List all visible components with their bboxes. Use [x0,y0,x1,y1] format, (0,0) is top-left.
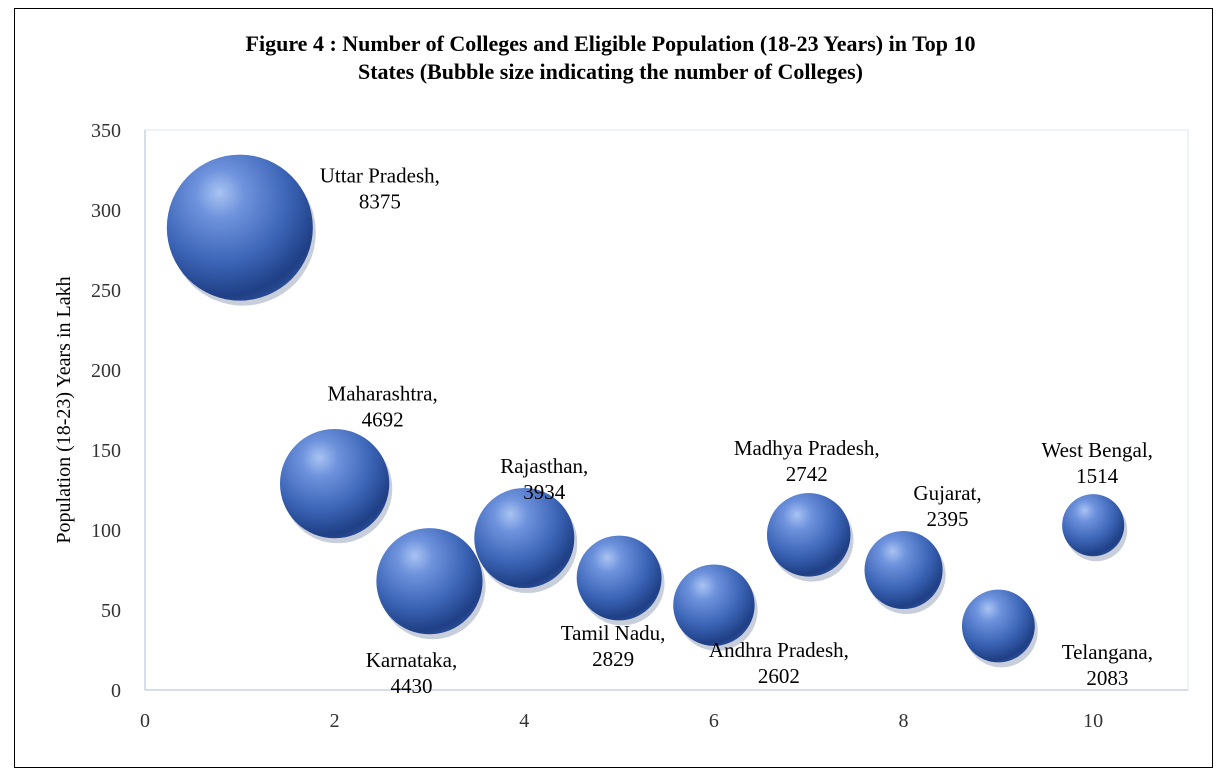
bubble-label-colleges: 3934 [523,480,566,504]
y-tick-label: 200 [91,360,121,382]
bubble-label-colleges: 2395 [927,507,969,531]
bubble-label-colleges: 2742 [786,462,828,486]
bubble-label-colleges: 2829 [592,647,634,671]
bubble-label-colleges: 8375 [359,190,401,214]
x-tick-label: 6 [709,710,719,732]
bubble-andhra-pradesh [673,564,755,646]
y-tick-label: 50 [101,600,121,622]
bubble-label-state: Telangana, [1062,640,1153,664]
bubble-uttar-pradesh [166,154,313,301]
bubble-label: Telangana, 2083 [1062,640,1153,690]
bubble-label-colleges: 2083 [1086,666,1128,690]
bubble-label-state: Karnataka, [366,648,458,672]
bubble-west-bengal [1062,494,1125,557]
bubble-label: Gujarat, 2395 [913,481,981,531]
bubble-label-colleges: 2602 [758,664,800,688]
bubble-rajasthan [474,487,575,589]
y-tick-label: 0 [111,680,121,702]
bubble-gujarat [864,530,943,610]
bubble-label-state: Gujarat, [913,481,981,505]
bubble-label: Karnataka, 4430 [366,648,458,698]
bubble-telangana [961,589,1035,663]
y-tick-label: 100 [91,520,121,542]
chart-title: Figure 4 : Number of Colleges and Eligib… [0,30,1221,86]
bubble-label: Uttar Pradesh, 8375 [320,164,440,214]
y-ticks: 0 50 100 150 200 250 300 350 [91,120,121,702]
y-tick-label: 300 [91,200,121,222]
x-tick-label: 0 [140,710,150,732]
bubble-labels: Uttar Pradesh, 8375 Maharashtra, 4692 Karnat… [320,164,1153,699]
bubble-label: Andhra Pradesh, 2602 [709,638,849,688]
bubble-label-state: Andhra Pradesh, [709,638,849,662]
bubble-karnataka [376,528,483,635]
bubble-tamil-nadu [576,535,662,621]
bubble-label-state: Rajasthan, [500,454,588,478]
bubble-chart: 0 50 100 150 200 250 300 350 0 2 4 6 8 10 Population… [53,120,1189,732]
y-axis-label: Population (18-23) Years in Lakh [53,276,75,543]
bubble-label-state: Tamil Nadu, [561,621,666,645]
x-ticks: 0 2 4 6 8 10 [140,710,1103,732]
chart-title-line-1: Figure 4 : Number of Colleges and Eligib… [245,31,976,56]
bubble-label: Tamil Nadu, 2829 [561,621,666,671]
y-tick-label: 350 [91,120,121,142]
x-tick-label: 8 [899,710,909,732]
x-tick-label: 10 [1083,710,1103,732]
bubble-maharashtra [279,428,390,539]
y-tick-label: 250 [91,280,121,302]
bubble-label-colleges: 4430 [390,674,432,698]
chart-title-line-2: States (Bubble size indicating the numbe… [358,59,863,84]
bubble-madhya-pradesh [766,493,851,577]
bubble-label-colleges: 1514 [1076,464,1119,488]
bubble-label-colleges: 4692 [362,408,404,432]
bubble-label-state: Maharashtra, [328,382,438,406]
bubbles [166,154,1128,668]
bubble-label: Madhya Pradesh, 2742 [734,436,880,486]
y-tick-label: 150 [91,440,121,462]
bubble-label: West Bengal, 1514 [1041,438,1152,488]
x-tick-label: 2 [330,710,340,732]
bubble-label: Rajasthan, 3934 [500,454,588,504]
bubble-label: Maharashtra, 4692 [328,382,438,432]
x-tick-label: 4 [519,710,529,732]
bubble-label-state: Uttar Pradesh, [320,164,440,188]
bubble-label-state: West Bengal, [1041,438,1152,462]
bubble-label-state: Madhya Pradesh, [734,436,880,460]
